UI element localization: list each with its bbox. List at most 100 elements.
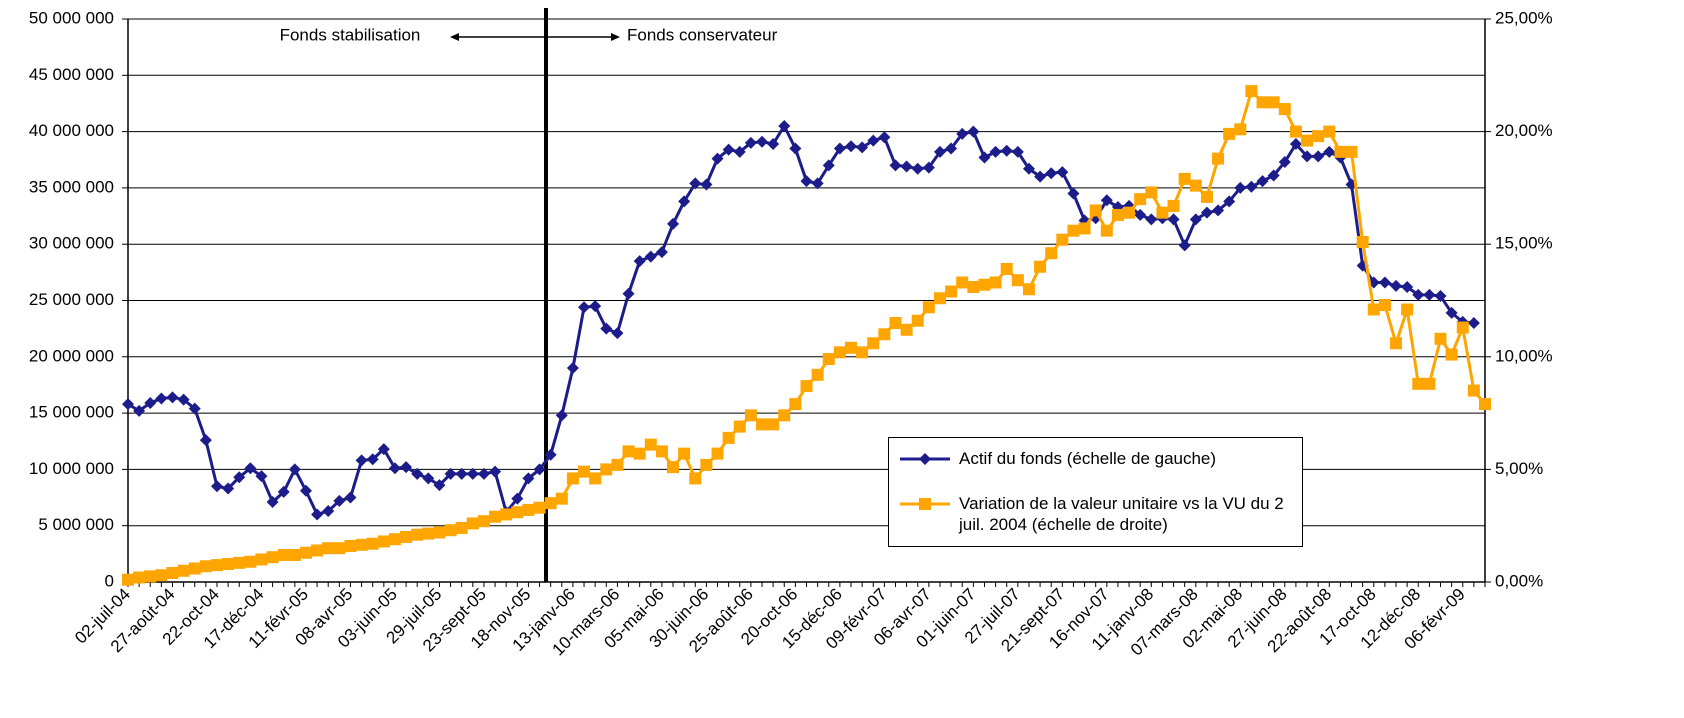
marker bbox=[166, 391, 179, 404]
marker bbox=[1223, 195, 1236, 208]
marker bbox=[266, 496, 279, 509]
marker bbox=[322, 505, 335, 518]
marker bbox=[1056, 166, 1069, 179]
marker bbox=[878, 131, 891, 144]
marker bbox=[789, 142, 802, 155]
marker bbox=[233, 471, 246, 484]
marker bbox=[700, 178, 713, 191]
marker bbox=[633, 447, 646, 460]
marker bbox=[611, 327, 624, 340]
marker bbox=[1434, 332, 1447, 345]
marker bbox=[566, 472, 579, 485]
marker bbox=[1189, 179, 1202, 192]
marker bbox=[277, 548, 290, 561]
marker bbox=[1367, 303, 1380, 316]
marker bbox=[233, 556, 246, 569]
marker bbox=[1167, 199, 1180, 212]
marker bbox=[377, 535, 390, 548]
marker bbox=[1223, 127, 1236, 140]
marker bbox=[477, 515, 490, 528]
y-tick-label: 20 000 000 bbox=[29, 346, 114, 365]
marker bbox=[778, 119, 791, 132]
marker bbox=[1234, 181, 1247, 194]
y2-tick-label: 20,00% bbox=[1495, 121, 1553, 140]
marker bbox=[1034, 260, 1047, 273]
marker bbox=[455, 467, 468, 480]
marker bbox=[744, 409, 757, 422]
marker bbox=[1178, 239, 1191, 252]
marker bbox=[1056, 233, 1069, 246]
marker bbox=[1312, 150, 1325, 163]
marker bbox=[1401, 280, 1414, 293]
marker bbox=[400, 530, 413, 543]
marker bbox=[255, 553, 268, 566]
marker bbox=[1100, 194, 1113, 207]
marker bbox=[388, 462, 401, 475]
marker bbox=[1445, 348, 1458, 361]
legend-label: Actif du fonds (échelle de gauche) bbox=[959, 449, 1217, 468]
marker bbox=[933, 145, 946, 158]
marker bbox=[333, 542, 346, 555]
marker bbox=[210, 480, 223, 493]
marker bbox=[800, 175, 813, 188]
marker bbox=[133, 404, 146, 417]
marker bbox=[400, 461, 413, 474]
marker bbox=[266, 551, 279, 564]
y2-tick-label: 5,00% bbox=[1495, 459, 1543, 478]
marker bbox=[422, 472, 435, 485]
marker bbox=[1412, 288, 1425, 301]
y-tick-label: 35 000 000 bbox=[29, 177, 114, 196]
marker bbox=[1467, 317, 1480, 330]
marker bbox=[377, 443, 390, 456]
marker bbox=[566, 362, 579, 375]
marker bbox=[555, 492, 568, 505]
marker bbox=[1034, 170, 1047, 183]
marker bbox=[1323, 125, 1336, 138]
marker bbox=[366, 537, 379, 550]
marker bbox=[967, 125, 980, 138]
marker bbox=[833, 142, 846, 155]
marker bbox=[989, 276, 1002, 289]
marker bbox=[911, 162, 924, 175]
marker bbox=[867, 134, 880, 147]
marker bbox=[244, 462, 257, 475]
marker bbox=[867, 337, 880, 350]
marker bbox=[756, 418, 769, 431]
marker bbox=[1000, 144, 1013, 157]
marker bbox=[500, 508, 513, 521]
y2-tick-label: 15,00% bbox=[1495, 234, 1553, 253]
marker bbox=[1267, 169, 1280, 182]
marker bbox=[1212, 152, 1225, 165]
marker bbox=[578, 465, 591, 478]
marker bbox=[744, 136, 757, 149]
marker bbox=[1100, 224, 1113, 237]
marker bbox=[1212, 204, 1225, 217]
marker bbox=[889, 159, 902, 172]
marker bbox=[366, 453, 379, 466]
marker bbox=[1301, 150, 1314, 163]
marker bbox=[1289, 125, 1302, 138]
marker bbox=[1467, 384, 1480, 397]
marker bbox=[655, 445, 668, 458]
marker bbox=[900, 323, 913, 336]
marker bbox=[789, 398, 802, 411]
marker bbox=[733, 145, 746, 158]
marker bbox=[589, 472, 602, 485]
marker bbox=[1423, 377, 1436, 390]
marker bbox=[945, 285, 958, 298]
marker bbox=[833, 346, 846, 359]
marker bbox=[1022, 283, 1035, 296]
marker bbox=[600, 463, 613, 476]
marker bbox=[844, 140, 857, 153]
marker bbox=[522, 503, 535, 516]
marker bbox=[1178, 172, 1191, 185]
marker bbox=[466, 517, 479, 530]
marker bbox=[1200, 190, 1213, 203]
marker bbox=[210, 559, 223, 572]
marker bbox=[878, 328, 891, 341]
marker bbox=[333, 494, 346, 507]
marker bbox=[978, 278, 991, 291]
marker bbox=[1479, 398, 1491, 411]
marker bbox=[455, 521, 468, 534]
